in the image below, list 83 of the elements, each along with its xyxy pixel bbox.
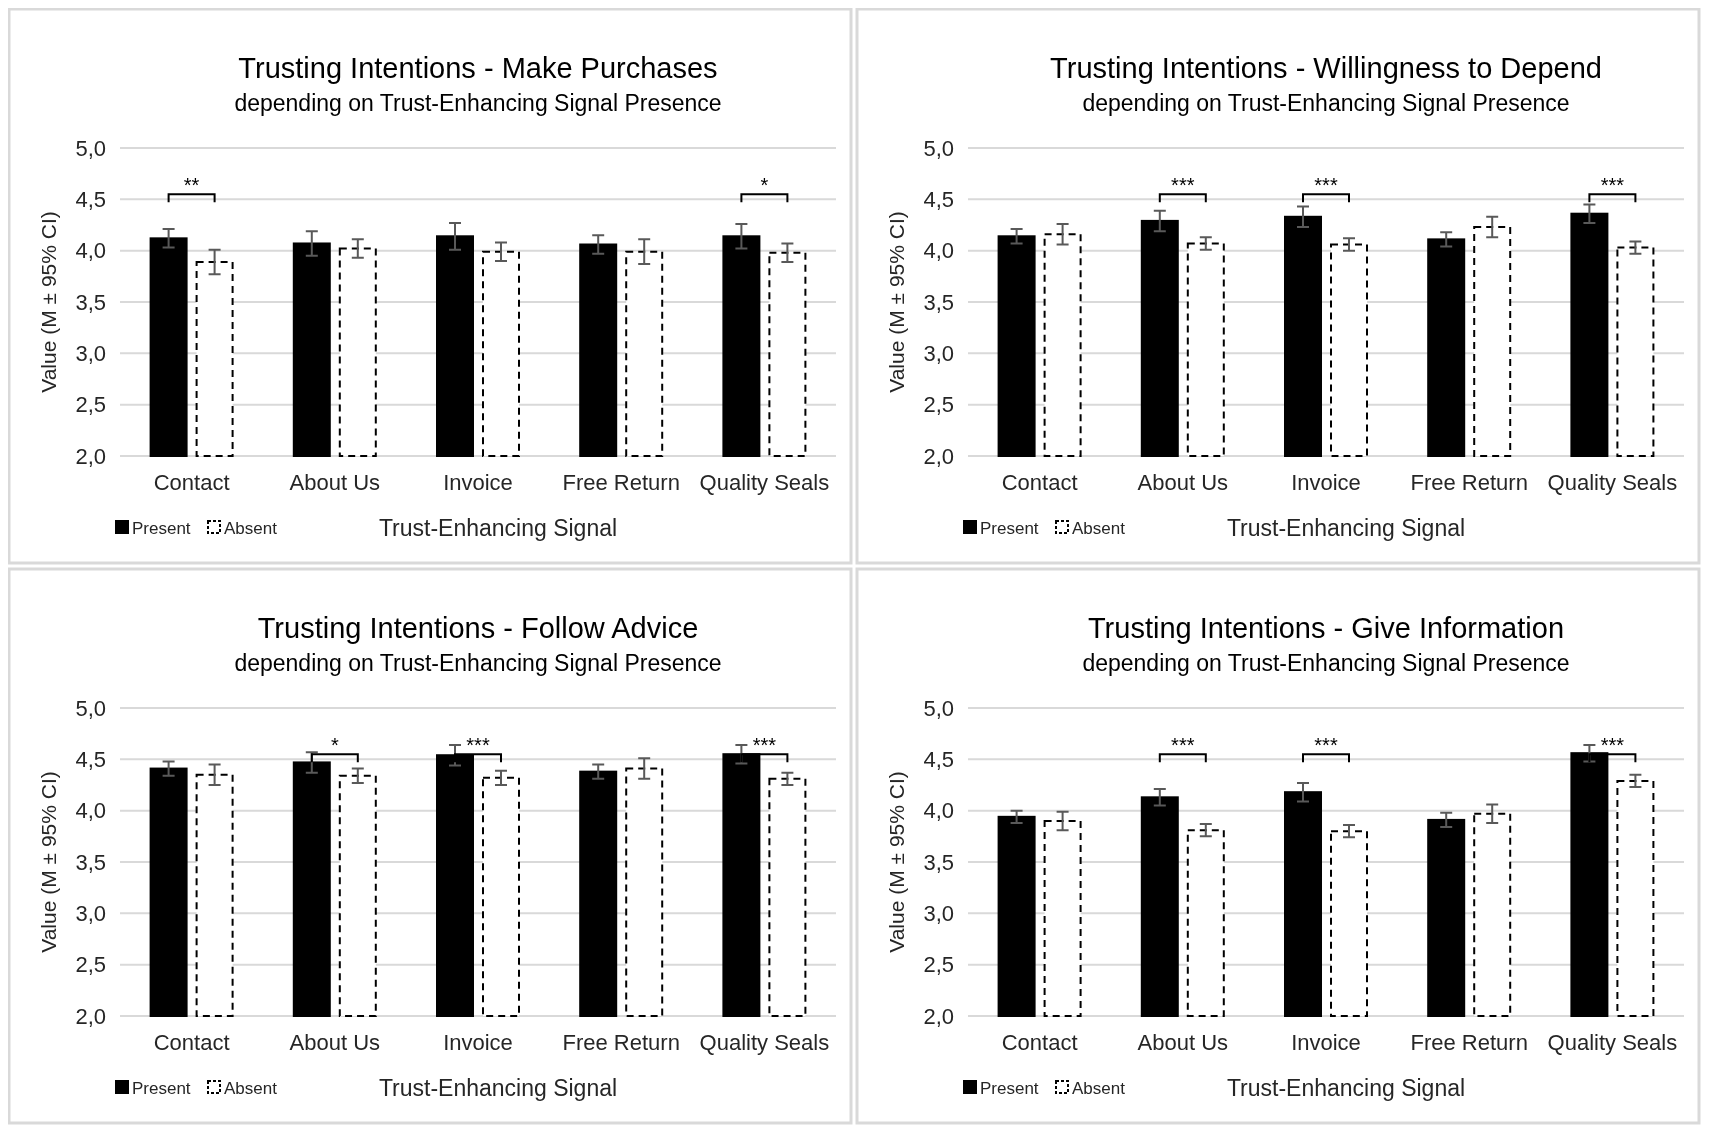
legend-label: Present (980, 518, 1039, 538)
y-tick-label: 4,0 (75, 238, 106, 264)
x-tick-label: Free Return (1410, 1030, 1528, 1055)
annotation: *** (1314, 174, 1338, 197)
x-axis-title: Trust-Enhancing Signal (1226, 515, 1466, 541)
y-axis-title: Value (M ± 95% CI) (885, 211, 908, 393)
y-tick-label: 3,5 (75, 849, 106, 875)
legend-label: Absent (1072, 518, 1126, 538)
x-tick-label: Free Return (562, 470, 680, 495)
y-tick-label: 3,0 (75, 901, 106, 927)
y-tick-label: 2,5 (923, 952, 954, 978)
y-tick-label: 2,0 (75, 1003, 106, 1029)
annotation: *** (752, 734, 777, 757)
y-tick-label: 3,0 (923, 341, 954, 367)
chart-title: Trusting Intentions - Make Purchases (238, 52, 718, 84)
y-tick-label: 4,5 (75, 747, 106, 773)
annotation: *** (1600, 174, 1625, 197)
annotation: *** (1314, 734, 1338, 757)
chart-subtitle: depending on Trust-Enhancing Signal Presence (1082, 650, 1570, 676)
x-tick-label: Contact (153, 1030, 230, 1055)
x-tick-label: About Us (289, 470, 381, 495)
y-tick-label: 3,0 (923, 901, 954, 927)
y-axis-title: Value (M ± 95% CI) (37, 771, 60, 953)
y-axis-title: Value (M ± 95% CI) (37, 211, 60, 393)
y-tick-label: 4,0 (923, 798, 954, 824)
y-tick-label: 2,5 (923, 392, 954, 418)
x-axis-title: Trust-Enhancing Signal (378, 1075, 618, 1101)
x-tick-label: About Us (1137, 1030, 1229, 1055)
x-tick-label: Invoice (1291, 470, 1361, 495)
chart-subtitle: depending on Trust-Enhancing Signal Presence (234, 650, 722, 676)
y-tick-label: 4,5 (75, 187, 106, 213)
annotation: *** (1600, 734, 1625, 757)
y-tick-label: 5,0 (923, 135, 954, 161)
chart-title: Trusting Intentions - Give Information (1087, 612, 1565, 644)
y-tick-label: 3,5 (923, 849, 954, 875)
annotation: *** (1171, 734, 1195, 757)
annotation: *** (466, 734, 490, 757)
x-tick-label: About Us (289, 1030, 381, 1055)
annotation: ** (183, 174, 200, 197)
y-tick-label: 2,0 (923, 1003, 954, 1029)
y-tick-label: 2,5 (75, 952, 106, 978)
annotation: * (330, 734, 339, 757)
x-tick-label: Contact (1001, 470, 1078, 495)
y-tick-label: 2,5 (75, 392, 106, 418)
x-tick-label: Contact (1001, 1030, 1078, 1055)
y-tick-label: 5,0 (75, 135, 106, 161)
chart-title: Trusting Intentions - Follow Advice (257, 612, 699, 644)
x-axis-title: Trust-Enhancing Signal (1226, 1075, 1466, 1101)
y-tick-label: 5,0 (75, 695, 106, 721)
x-tick-label: Invoice (443, 1030, 513, 1055)
x-tick-label: Quality Seals (1547, 1030, 1678, 1055)
y-tick-label: 3,5 (923, 289, 954, 315)
annotation: *** (1171, 174, 1195, 197)
x-tick-label: Contact (153, 470, 230, 495)
y-tick-label: 2,0 (75, 443, 106, 469)
legend-label: Present (132, 518, 191, 538)
x-tick-label: Free Return (562, 1030, 680, 1055)
legend-label: Absent (224, 1078, 278, 1098)
y-tick-label: 5,0 (923, 695, 954, 721)
annotation: * (760, 174, 769, 197)
x-tick-label: Quality Seals (1547, 470, 1678, 495)
y-tick-label: 3,5 (75, 289, 106, 315)
y-tick-label: 4,5 (923, 187, 954, 213)
x-tick-label: About Us (1137, 470, 1229, 495)
legend-label: Present (980, 1078, 1039, 1098)
y-tick-label: 4,0 (75, 798, 106, 824)
y-tick-label: 2,0 (923, 443, 954, 469)
y-axis-title: Value (M ± 95% CI) (885, 771, 908, 953)
x-tick-label: Quality Seals (699, 470, 830, 495)
x-tick-label: Quality Seals (699, 1030, 830, 1055)
legend-label: Present (132, 1078, 191, 1098)
x-axis-title: Trust-Enhancing Signal (378, 515, 618, 541)
y-tick-label: 3,0 (75, 341, 106, 367)
x-tick-label: Invoice (1291, 1030, 1361, 1055)
chart-subtitle: depending on Trust-Enhancing Signal Presence (1082, 90, 1570, 116)
x-tick-label: Invoice (443, 470, 513, 495)
legend-label: Absent (224, 518, 278, 538)
y-tick-label: 4,0 (923, 238, 954, 264)
chart-title: Trusting Intentions - Willingness to Depend (1050, 52, 1602, 84)
chart-subtitle: depending on Trust-Enhancing Signal Presence (234, 90, 722, 116)
legend-label: Absent (1072, 1078, 1126, 1098)
y-tick-label: 4,5 (923, 747, 954, 773)
x-tick-label: Free Return (1410, 470, 1528, 495)
